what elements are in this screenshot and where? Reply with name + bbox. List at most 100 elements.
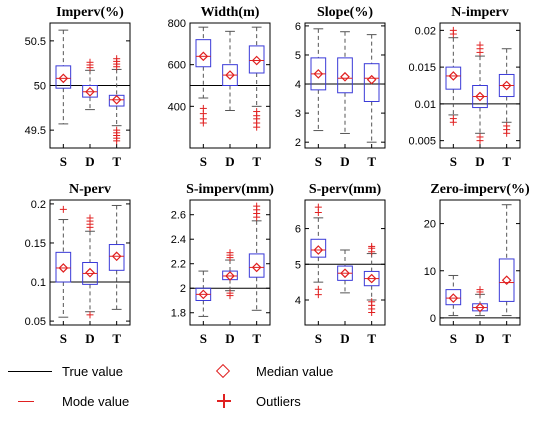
outlier-marker — [199, 119, 207, 127]
subplot-3: Slope(%) 2 3 4 5 6 S D T — [295, 5, 386, 169]
box-D — [222, 30, 238, 111]
box-D — [82, 214, 98, 319]
median-marker — [58, 73, 69, 84]
subplot-title: Zero-imperv(%) — [430, 182, 530, 197]
median-marker — [340, 71, 350, 82]
median-marker — [501, 275, 512, 286]
y-tick-label: 6 — [295, 21, 301, 33]
y-tick-label: 0.05 — [25, 316, 46, 328]
legend-median-label: Median value — [256, 363, 334, 379]
plus-icon — [200, 393, 248, 409]
outlier-marker — [449, 118, 457, 126]
y-tick-label: 0.005 — [408, 136, 436, 148]
x-category-label: S — [60, 154, 67, 169]
legend-true-value: True value — [6, 363, 123, 379]
x-category-label: T — [112, 331, 121, 346]
y-tick-label: 5 — [295, 50, 301, 62]
subplot-4: N-imperv 0.005 0.01 0.015 0.02 S D T — [408, 5, 521, 169]
subplot-title: Width(m) — [201, 5, 260, 20]
x-category-label: S — [200, 154, 207, 169]
outlier-marker — [113, 55, 121, 63]
box-T — [108, 55, 125, 145]
median-marker — [225, 70, 235, 80]
y-tick-label: 10 — [424, 266, 436, 278]
y-tick-label: 4 — [295, 79, 301, 91]
box-D — [222, 249, 238, 300]
iqr-box — [498, 258, 515, 302]
box-T — [498, 48, 515, 137]
box-S — [445, 26, 462, 126]
legend-mode-value: Mode value — [6, 393, 129, 409]
y-tick-label: 0.1 — [31, 277, 46, 289]
outlier-marker — [113, 137, 121, 145]
x-category-label: T — [252, 331, 261, 346]
x-category-label: S — [60, 331, 67, 346]
box-S — [445, 274, 462, 317]
y-tick-label: 20 — [424, 219, 436, 231]
median-marker — [475, 91, 485, 102]
outlier-marker — [476, 137, 484, 145]
median-marker — [366, 273, 377, 284]
x-category-label: D — [340, 331, 349, 346]
outlier-marker — [368, 309, 376, 316]
outlier-marker — [476, 41, 484, 49]
box-D — [82, 58, 98, 111]
iqr-box — [445, 66, 462, 90]
x-category-label: D — [225, 331, 234, 346]
y-tick-label: 49.5 — [25, 125, 46, 137]
outlier-marker — [86, 214, 94, 222]
iqr-box — [337, 57, 353, 94]
y-tick-label: 4 — [295, 295, 301, 307]
legend-outliers-label: Outliers — [256, 393, 301, 409]
box-S — [195, 270, 212, 317]
y-tick-label: 50 — [34, 81, 46, 93]
median-marker — [313, 245, 324, 255]
outlier-marker — [59, 205, 67, 213]
box-T — [363, 242, 380, 316]
x-category-label: S — [315, 331, 322, 346]
x-category-label: D — [225, 154, 234, 169]
x-category-label: T — [502, 154, 511, 169]
outlier-marker — [86, 58, 94, 66]
y-tick-label: 0.01 — [415, 99, 436, 111]
box-D — [337, 31, 353, 134]
box-D — [337, 249, 353, 294]
true-line-icon — [6, 363, 54, 379]
subplot-title: N-perv — [69, 182, 111, 197]
y-tick-label: 0.2 — [31, 199, 46, 211]
median-marker — [198, 289, 209, 300]
median-marker — [85, 86, 95, 97]
outlier-marker — [226, 292, 234, 300]
subplot-5: N-perv 0.05 0.1 0.15 0.2 S D T — [25, 182, 131, 346]
x-category-label: D — [340, 154, 349, 169]
median-marker — [501, 80, 512, 91]
x-category-label: D — [475, 331, 484, 346]
median-marker — [225, 271, 235, 281]
x-category-label: T — [502, 331, 511, 346]
iqr-box — [108, 244, 125, 271]
mode-line-icon — [6, 393, 54, 409]
subplot-title: N-imperv — [451, 5, 509, 20]
outlier-marker — [503, 129, 511, 137]
iqr-box — [195, 39, 212, 68]
median-marker — [366, 74, 377, 85]
median-marker — [111, 251, 122, 262]
x-category-label: D — [475, 154, 484, 169]
outlier-marker — [476, 286, 484, 294]
box-T — [248, 202, 265, 311]
diamond-icon — [200, 363, 248, 379]
median-marker — [198, 51, 209, 62]
y-tick-label: 2 — [295, 137, 301, 149]
median-marker — [448, 293, 459, 303]
y-tick-label: 0.02 — [415, 25, 436, 37]
y-tick-label: 2.4 — [171, 234, 186, 246]
legend: True value Median value Mode value Outli… — [0, 360, 550, 423]
y-tick-label: 6 — [295, 224, 301, 236]
outlier-marker — [314, 291, 322, 299]
iqr-box — [55, 251, 72, 283]
box-T — [363, 34, 380, 143]
legend-true-label: True value — [62, 363, 123, 379]
y-tick-label: 3 — [295, 108, 301, 120]
x-category-label: S — [450, 331, 457, 346]
median-marker — [58, 263, 69, 273]
